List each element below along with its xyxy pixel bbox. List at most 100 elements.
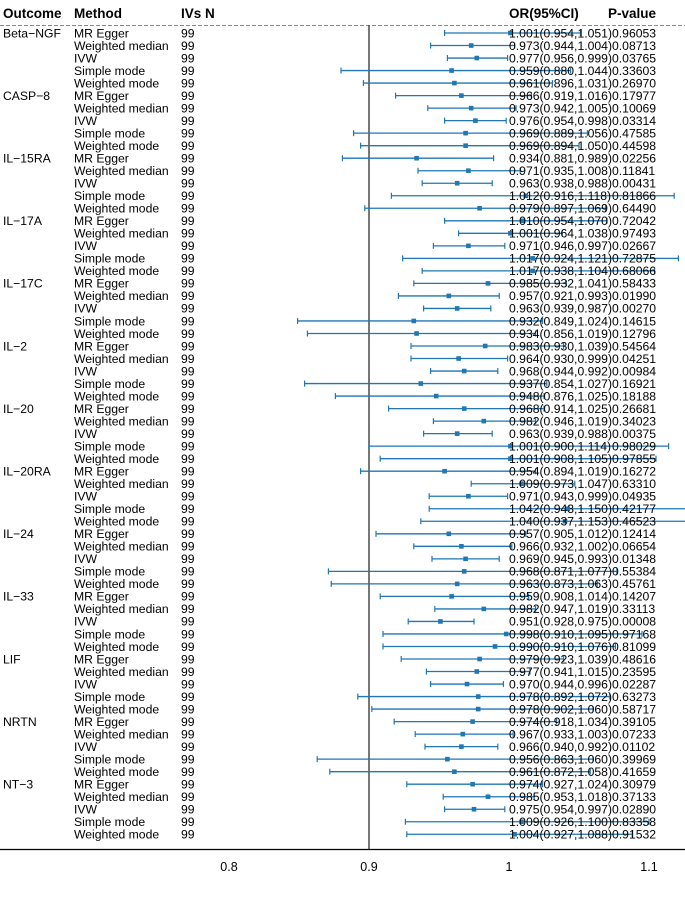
header-outcome: Outcome (3, 6, 62, 21)
table-row: Beta−NGF MR Egger 99 1.001(0.954,1.051) 0.96… (3, 26, 656, 40)
p-value-text: 0.96053 (612, 26, 656, 40)
table-row: Weighted median 99 0.973(0.944,1.004) 0.087… (74, 39, 656, 53)
or-point (452, 769, 457, 774)
or-point (466, 493, 471, 499)
or-point (508, 443, 513, 449)
ivs-n-value: 99 (181, 152, 195, 166)
or-ci-text: 0.954(0.894,1.019) (509, 465, 612, 479)
or-ci-text: 0.985(0.932,1.041) (509, 277, 612, 291)
or-point (449, 594, 454, 599)
ivs-n-value: 99 (181, 177, 195, 191)
outcome-label: IL−17A (3, 214, 43, 228)
method-label: Weighted mode (74, 702, 159, 716)
or-point (474, 669, 480, 674)
or-ci-text: 1.040(0.937,1.153) (509, 515, 612, 529)
or-point (452, 80, 457, 86)
or-ci-text: 0.957(0.905,1.012) (509, 527, 612, 541)
ivs-n-value: 99 (181, 202, 195, 216)
ivs-n-value: 99 (181, 640, 195, 654)
method-label: Simple mode (74, 815, 145, 829)
method-label: Weighted mode (74, 139, 159, 153)
or-point (474, 55, 480, 61)
p-value-text: 0.72042 (612, 214, 656, 228)
table-row: Simple mode 99 0.937(0.854,1.027) 0.16921 (74, 377, 656, 391)
or-point (508, 30, 513, 36)
or-point (460, 731, 466, 737)
ivs-n-value: 99 (181, 702, 195, 716)
table-row: Simple mode 99 0.968(0.871,1.077) 0.55384 (74, 565, 656, 579)
ivs-n-value: 99 (181, 552, 195, 566)
or-point (471, 806, 477, 812)
table-row: Weighted median 99 0.977(0.941,1.015) 0.235… (74, 665, 656, 679)
outcome-label: IL−20 (3, 402, 34, 416)
ivs-n-value: 99 (181, 815, 195, 829)
table-row: IVW 99 0.968(0.944,0.992) 0.00984 (74, 364, 656, 378)
or-point (454, 306, 460, 311)
p-value-text: 0.14615 (612, 314, 656, 328)
or-ci-text: 0.970(0.944,0.996) (509, 677, 612, 691)
table-row: Simple mode 99 1.017(0.924,1.121) 0.72875 (74, 252, 680, 266)
or-point (438, 619, 443, 624)
table-row: IVW 99 0.951(0.928,0.975) 0.00008 (74, 615, 656, 629)
table-row: Weighted mode 99 0.961(0.896,1.031) 0.26970 (74, 76, 656, 90)
or-ci-text: 0.963(0.939,0.988) (509, 427, 612, 441)
method-label: MR Egger (74, 652, 129, 666)
or-ci-text: 0.973(0.942,1.005) (509, 101, 612, 115)
or-point (411, 318, 417, 324)
table-row: Simple mode 99 0.969(0.889,1.056) 0.47585 (74, 126, 656, 140)
or-ci-text: 0.976(0.954,0.998) (509, 114, 612, 128)
ivs-n-value: 99 (181, 402, 195, 416)
or-ci-text: 0.971(0.946,0.997) (509, 239, 612, 253)
or-ci-text: 0.971(0.943,0.999) (509, 490, 612, 504)
table-row: IL−24 MR Egger 99 0.957(0.905,1.012) 0.12414 (3, 527, 656, 541)
method-label: Weighted median (74, 289, 169, 303)
x-axis-ticks: 0.80.911.11.2 (220, 860, 657, 874)
or-ci-text: 0.934(0.856,1.019) (509, 327, 612, 341)
header-pvalue: P-value (608, 6, 657, 21)
table-row: CASP−8 MR Egger 99 0.966(0.919,1.016) 0.1797… (3, 89, 656, 103)
outcome-label: NT−3 (3, 778, 33, 792)
or-point (454, 180, 460, 186)
or-point (442, 468, 447, 474)
ivs-n-value: 99 (181, 214, 195, 228)
method-label: Weighted median (74, 227, 169, 241)
or-point (418, 381, 424, 386)
method-label: Simple mode (74, 627, 145, 641)
table-row: IVW 99 0.976(0.954,0.998) 0.03314 (74, 114, 656, 128)
method-label: Weighted median (74, 665, 169, 679)
ivs-n-value: 99 (181, 101, 195, 115)
ivs-n-value: 99 (181, 790, 195, 804)
table-row: Weighted median 99 0.985(0.953,1.018) 0.371… (74, 790, 656, 804)
ivs-n-value: 99 (181, 740, 195, 754)
p-value-text: 0.46523 (612, 515, 656, 529)
outcome-label: NRTN (3, 715, 37, 729)
p-value-text: 0.02890 (612, 803, 656, 817)
ivs-n-value: 99 (181, 515, 195, 529)
method-label: IVW (74, 364, 98, 378)
x-tick-label: 1.1 (640, 860, 657, 874)
table-row: Simple mode 99 0.932(0.849,1.024) 0.14615 (74, 314, 656, 328)
method-label: Simple mode (74, 252, 145, 266)
p-value-text: 0.12414 (612, 527, 656, 541)
table-row: Weighted median 99 1.001(0.964,1.038) 0.974… (74, 227, 656, 241)
ivs-n-value: 99 (181, 439, 195, 453)
p-value-text: 0.68066 (612, 264, 656, 278)
method-label: MR Egger (74, 152, 129, 166)
method-label: MR Egger (74, 465, 129, 479)
or-point (459, 744, 464, 749)
p-value-text: 0.39969 (612, 752, 656, 766)
ivs-n-value: 99 (181, 314, 195, 328)
or-ci-text: 0.998(0.910,1.095) (509, 627, 612, 641)
p-value-text: 0.02287 (612, 677, 656, 691)
p-value-text: 0.58433 (612, 277, 656, 291)
or-point (562, 518, 568, 524)
p-value-text: 0.48616 (612, 652, 656, 666)
or-point (481, 606, 487, 612)
or-ci-text: 1.009(0.973,1.047) (509, 477, 612, 491)
method-label: Weighted median (74, 101, 169, 115)
or-ci-text: 0.985(0.953,1.018) (509, 790, 612, 804)
method-label: Weighted mode (74, 640, 159, 654)
ivs-n-value: 99 (181, 765, 195, 779)
ivs-n-value: 99 (181, 289, 195, 303)
table-row: IL−15RA MR Egger 99 0.934(0.881,0.989) 0.022… (3, 152, 656, 166)
